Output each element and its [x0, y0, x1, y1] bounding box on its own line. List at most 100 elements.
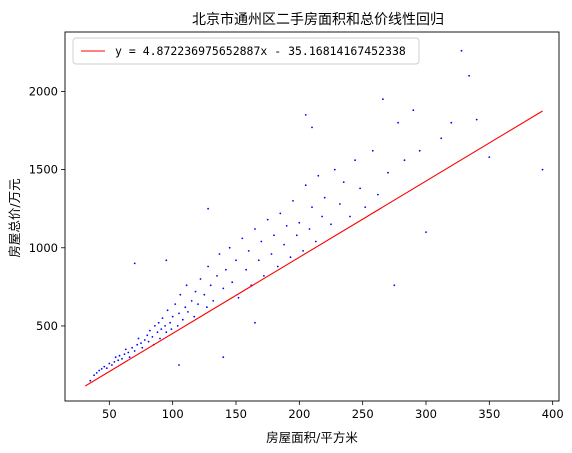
data-point-13	[121, 357, 123, 360]
data-point-69	[245, 268, 248, 271]
data-point-21	[137, 337, 140, 340]
data-point-96	[333, 168, 336, 171]
data-point-113	[440, 137, 443, 140]
data-point-122	[207, 207, 210, 210]
data-point-125	[178, 364, 180, 366]
data-point-111	[418, 149, 421, 152]
data-point-36	[164, 325, 167, 327]
data-point-25	[146, 334, 149, 337]
y-axis-label: 房屋总价/万元	[7, 178, 22, 257]
data-point-56	[206, 306, 208, 309]
data-point-67	[237, 296, 240, 299]
data-point-82	[285, 225, 288, 227]
data-point-40	[170, 328, 173, 330]
data-point-85	[295, 234, 298, 237]
data-point-80	[279, 212, 282, 215]
data-point-7	[108, 362, 111, 365]
data-point-28	[151, 336, 154, 338]
data-point-87	[302, 250, 304, 252]
x-tick-label-250: 250	[352, 407, 374, 421]
data-point-35	[161, 317, 164, 319]
data-point-44	[178, 312, 180, 315]
data-point-98	[342, 181, 345, 184]
x-axis-ticks: 50 100 150 200 250 300 350 400	[102, 401, 564, 421]
data-point-4	[100, 368, 103, 370]
x-tick-label-300: 300	[415, 407, 437, 421]
data-point-63	[225, 268, 227, 271]
data-point-10	[114, 356, 117, 359]
data-point-39	[169, 321, 172, 324]
data-point-126	[222, 356, 225, 359]
data-point-75	[263, 275, 265, 277]
data-point-54	[199, 278, 202, 280]
x-tick-label-50: 50	[102, 407, 117, 421]
y-tick-label-1500: 1500	[29, 163, 58, 177]
data-point-38	[166, 309, 169, 312]
data-point-93	[321, 215, 323, 218]
data-point-86	[298, 221, 301, 224]
data-point-124	[311, 126, 313, 129]
data-point-32	[157, 321, 160, 324]
data-point-104	[377, 193, 379, 196]
data-point-91	[314, 240, 317, 243]
data-point-106	[387, 171, 389, 174]
y-axis-ticks: 500 1000 1500 2000	[29, 84, 65, 333]
data-point-42	[174, 303, 177, 305]
data-point-92	[317, 174, 320, 177]
data-point-59	[212, 300, 215, 302]
x-axis-label: 房屋面积/平方米	[266, 430, 358, 445]
scatter-points	[89, 49, 544, 382]
legend-label: y = 4.872236975652887x - 35.168141674523…	[115, 44, 406, 58]
y-tick-label-2000: 2000	[29, 84, 58, 98]
data-point-27	[149, 329, 151, 332]
data-point-53	[197, 303, 199, 305]
data-point-64	[228, 246, 231, 249]
y-tick-label-500: 500	[36, 319, 58, 333]
legend: y = 4.872236975652887x - 35.168141674523…	[72, 37, 420, 65]
data-point-76	[266, 218, 269, 221]
data-point-8	[111, 364, 113, 366]
plot-frame	[64, 31, 560, 402]
data-point-110	[412, 109, 415, 112]
legend-box	[72, 37, 420, 65]
data-point-88	[304, 184, 307, 187]
data-point-15	[124, 348, 127, 351]
data-point-101	[359, 187, 361, 190]
data-point-46	[181, 318, 184, 321]
data-point-16	[127, 351, 130, 354]
data-point-95	[330, 223, 332, 226]
x-tick-label-100: 100	[162, 407, 184, 421]
data-point-115	[460, 49, 463, 52]
x-tick-label-150: 150	[225, 407, 247, 421]
data-point-120	[133, 262, 136, 265]
data-point-77	[270, 253, 273, 255]
data-point-3	[98, 369, 101, 372]
x-tick-label-350: 350	[478, 407, 500, 421]
data-point-31	[156, 331, 159, 334]
data-point-60	[216, 275, 218, 277]
data-point-11	[117, 359, 120, 362]
data-point-30	[154, 325, 156, 327]
data-point-68	[241, 237, 244, 240]
data-point-108	[397, 121, 399, 124]
data-point-81	[283, 243, 285, 246]
data-point-116	[468, 74, 470, 77]
data-point-118	[488, 156, 491, 159]
data-point-109	[403, 159, 406, 162]
data-point-41	[171, 315, 174, 318]
x-tick-label-200: 200	[288, 407, 310, 421]
data-point-66	[235, 259, 237, 262]
data-point-72	[254, 228, 256, 230]
data-point-2	[95, 372, 98, 374]
data-point-83	[289, 256, 292, 259]
data-point-47	[184, 306, 187, 309]
data-point-70	[247, 250, 250, 252]
data-point-19	[133, 350, 136, 352]
data-point-117	[475, 118, 478, 121]
data-point-51	[193, 315, 196, 318]
data-point-49	[187, 311, 189, 313]
data-point-33	[159, 337, 161, 340]
data-point-74	[260, 240, 263, 243]
data-point-20	[136, 343, 139, 346]
